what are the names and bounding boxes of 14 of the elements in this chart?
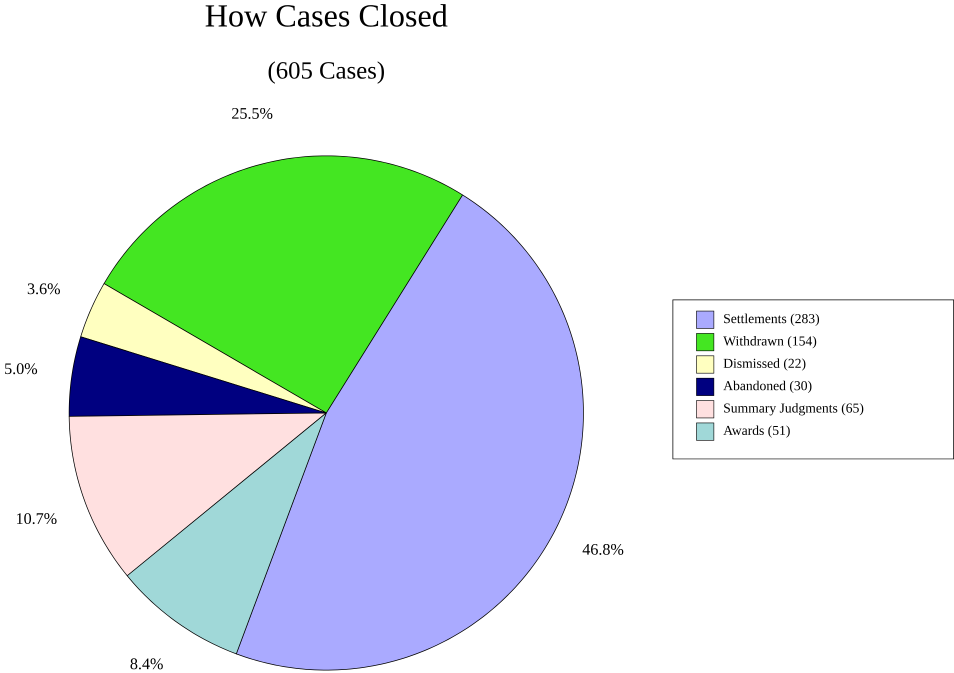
chart-subtitle: (605 Cases) <box>268 61 384 84</box>
data-label: 10.7% <box>16 512 57 524</box>
data-label: 46.8% <box>582 544 624 555</box>
data-label: 25.5% <box>232 108 272 119</box>
data-label: 5.0% <box>5 363 38 374</box>
legend-label: Dismissed (22) <box>724 358 806 370</box>
legend-label: Summary Judgments (65) <box>724 402 864 416</box>
legend-label: Abandoned (30) <box>723 380 812 393</box>
legend-label: Settlements (283) <box>724 313 820 326</box>
data-label: 3.6% <box>28 283 60 294</box>
data-label: 8.4% <box>130 658 163 670</box>
legend-label: Awards (51) <box>723 425 790 438</box>
legend-label: Withdrawn (154) <box>723 336 816 348</box>
chart-title: How Cases Closed <box>206 4 448 27</box>
